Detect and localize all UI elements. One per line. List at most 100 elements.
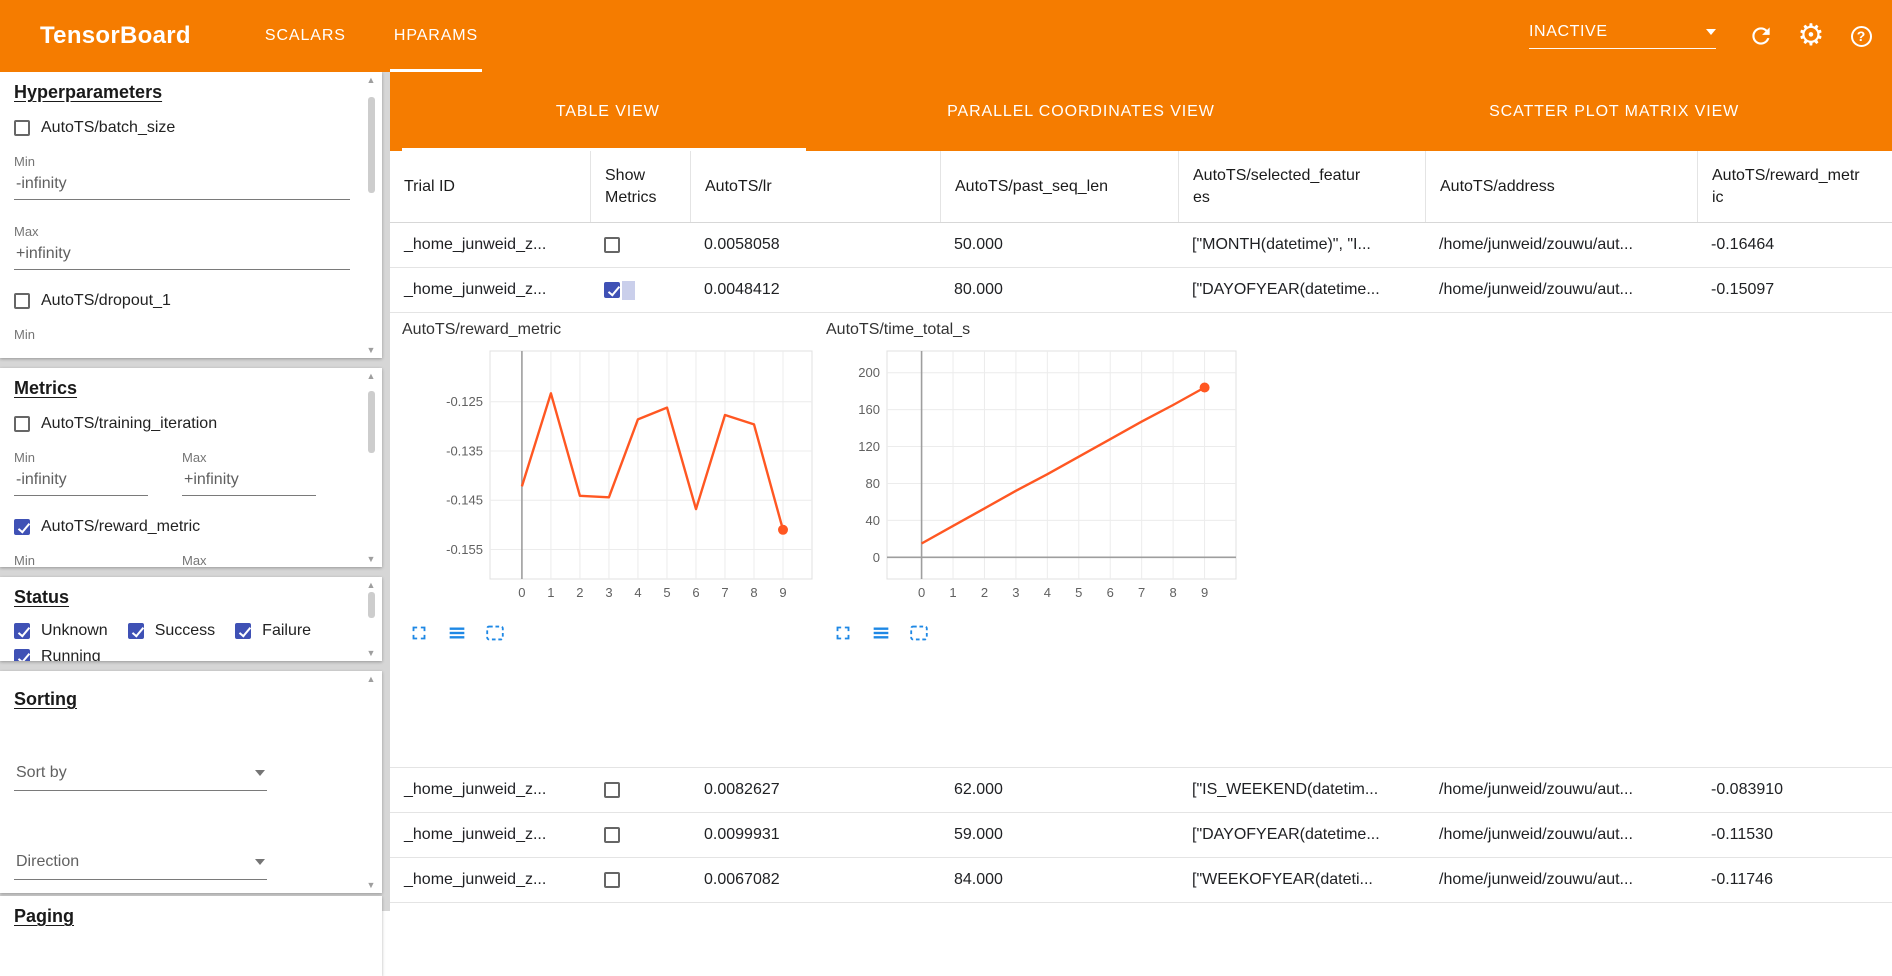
svg-text:4: 4 [634,585,641,600]
show-metrics-cell [590,237,690,253]
main-content: TABLE VIEW PARALLEL COORDINATES VIEW SCA… [390,72,1892,911]
tab-scatter-plot-matrix-view[interactable]: SCATTER PLOT MATRIX VIEW [1489,102,1740,120]
expand-icon[interactable] [832,622,854,644]
status-unknown-label: Unknown [41,622,108,639]
sorting-section: Sorting Sort by Direction ▲ ▼ [0,671,382,893]
runs-status-dropdown[interactable]: INACTIVE [1529,23,1716,49]
show-metrics-checkbox[interactable] [604,872,620,888]
scroll-down-icon[interactable]: ▼ [366,880,376,890]
status-heading: Status [14,587,70,607]
tab-parallel-coordinates-view[interactable]: PARALLEL COORDINATES VIEW [947,102,1215,120]
log-scale-icon[interactable] [870,622,892,644]
scroll-up-icon[interactable]: ▲ [366,580,376,590]
scrollbar-thumb[interactable] [367,97,375,193]
hparam-dropout-checkbox[interactable] [14,293,30,309]
show-metrics-cell [590,827,690,843]
max-label: Max [14,224,39,239]
sorting-scrollbar: ▲ ▼ [365,674,377,890]
direction-value: Direction [16,853,80,870]
svg-text:3: 3 [605,585,612,600]
refresh-icon[interactable] [1746,21,1776,51]
hparam-batch-size-checkbox[interactable] [14,120,30,136]
svg-text:5: 5 [1075,585,1082,600]
svg-text:200: 200 [858,365,880,380]
fit-domain-icon[interactable] [908,622,930,644]
status-failure-checkbox[interactable] [235,623,252,639]
show-metrics-checkbox[interactable] [604,282,620,298]
table-row: _home_junweid_z... 0.0099931 59.000 ["DA… [390,813,1892,858]
sort-by-select[interactable]: Sort by [14,756,267,791]
scrollbar-thumb[interactable] [367,391,375,453]
past-seq-len-cell: 59.000 [954,826,1003,843]
runs-status-value: INACTIVE [1529,23,1608,40]
status-running-checkbox[interactable] [14,649,30,661]
refresh-icon-glyph [1752,27,1770,45]
help-icon[interactable]: ? [1846,21,1876,51]
chart-title: AutoTS/reward_metric [402,321,562,338]
gear-icon: ⚙ [1797,19,1825,52]
metric-reward-checkbox[interactable] [14,519,30,535]
address-cell: /home/junweid/zouwu/aut... [1439,826,1633,843]
expand-icon[interactable] [408,622,430,644]
status-running-label: Running [41,648,101,661]
min-input[interactable]: -infinity [14,465,148,496]
hparam-batch-size-row: AutoTS/batch_size [14,119,368,137]
fit-domain-icon[interactable] [484,622,506,644]
lr-cell: 0.0082627 [704,781,780,798]
chevron-down-icon [255,770,265,776]
column-header-trial-id: Trial ID [404,177,455,195]
tab-scalars[interactable]: SCALARS [264,27,346,44]
svg-text:9: 9 [779,585,786,600]
min-input[interactable]: -infinity [14,169,350,200]
max-input[interactable]: +infinity [14,239,350,270]
top-nav-tabs: SCALARS HPARAMS [241,0,502,72]
scroll-up-icon[interactable]: ▲ [366,674,376,684]
metric-training-iteration-label: AutoTS/training_iteration [41,415,218,432]
settings-icon[interactable]: ⚙ [1796,21,1826,51]
max-input[interactable]: +infinity [182,465,316,496]
app-header: TensorBoard SCALARS HPARAMS INACTIVE ⚙ ? [0,0,1892,72]
direction-select[interactable]: Direction [14,845,267,880]
metrics-scrollbar: ▲ ▼ [365,371,377,564]
status-unknown-checkbox[interactable] [14,623,30,639]
svg-text:7: 7 [1138,585,1145,600]
app-title: TensorBoard [40,22,191,49]
reward-metric-cell: -0.083910 [1711,781,1784,798]
show-metrics-checkbox[interactable] [604,237,620,253]
hparam-batch-size-label: AutoTS/batch_size [41,119,176,136]
svg-text:4: 4 [1044,585,1051,600]
show-metrics-checkbox[interactable] [604,782,620,798]
address-cell: /home/junweid/zouwu/aut... [1439,781,1633,798]
status-success-checkbox[interactable] [127,623,144,639]
svg-text:8: 8 [750,585,757,600]
min-label: Min [14,450,35,465]
selected-features-cell: ["DAYOFYEAR(datetime... [1192,826,1380,843]
tab-table-view[interactable]: TABLE VIEW [555,102,660,120]
log-scale-icon[interactable] [446,622,468,644]
scroll-up-icon[interactable]: ▲ [366,371,376,381]
view-tabbar: TABLE VIEW PARALLEL COORDINATES VIEW SCA… [390,72,1892,151]
chart-toolbar [402,622,832,644]
scroll-down-icon[interactable]: ▼ [366,554,376,564]
svg-text:3: 3 [1012,585,1019,600]
selected-features-cell: ["WEEKOFYEAR(dateti... [1192,871,1373,888]
show-metrics-checkbox[interactable] [604,827,620,843]
hyperparameters-scrollbar: ▲ ▼ [365,75,377,355]
svg-text:8: 8 [1170,585,1177,600]
chevron-down-icon [255,859,265,865]
metric-training-iteration-checkbox[interactable] [14,416,30,432]
sidebar: Hyperparameters AutoTS/batch_size Min -i… [0,72,390,976]
svg-text:40: 40 [866,513,880,528]
tab-hparams[interactable]: HPARAMS [370,0,502,72]
session-metrics-panel: AutoTS/reward_metric 0 1 2 3 4 5 6 7 8 9 -0.125 -0.… [390,313,1892,768]
paging-heading: Paging [14,906,75,926]
checkbox-ripple [622,280,635,300]
svg-text:9: 9 [1201,585,1208,600]
scroll-down-icon[interactable]: ▼ [366,345,376,355]
scroll-down-icon[interactable]: ▼ [366,648,376,658]
past-seq-len-cell: 84.000 [954,871,1003,888]
status-failure-label: Failure [262,622,312,639]
scrollbar-thumb[interactable] [367,592,375,618]
reward-metric-cell: -0.11746 [1711,871,1773,888]
scroll-up-icon[interactable]: ▲ [366,75,376,85]
